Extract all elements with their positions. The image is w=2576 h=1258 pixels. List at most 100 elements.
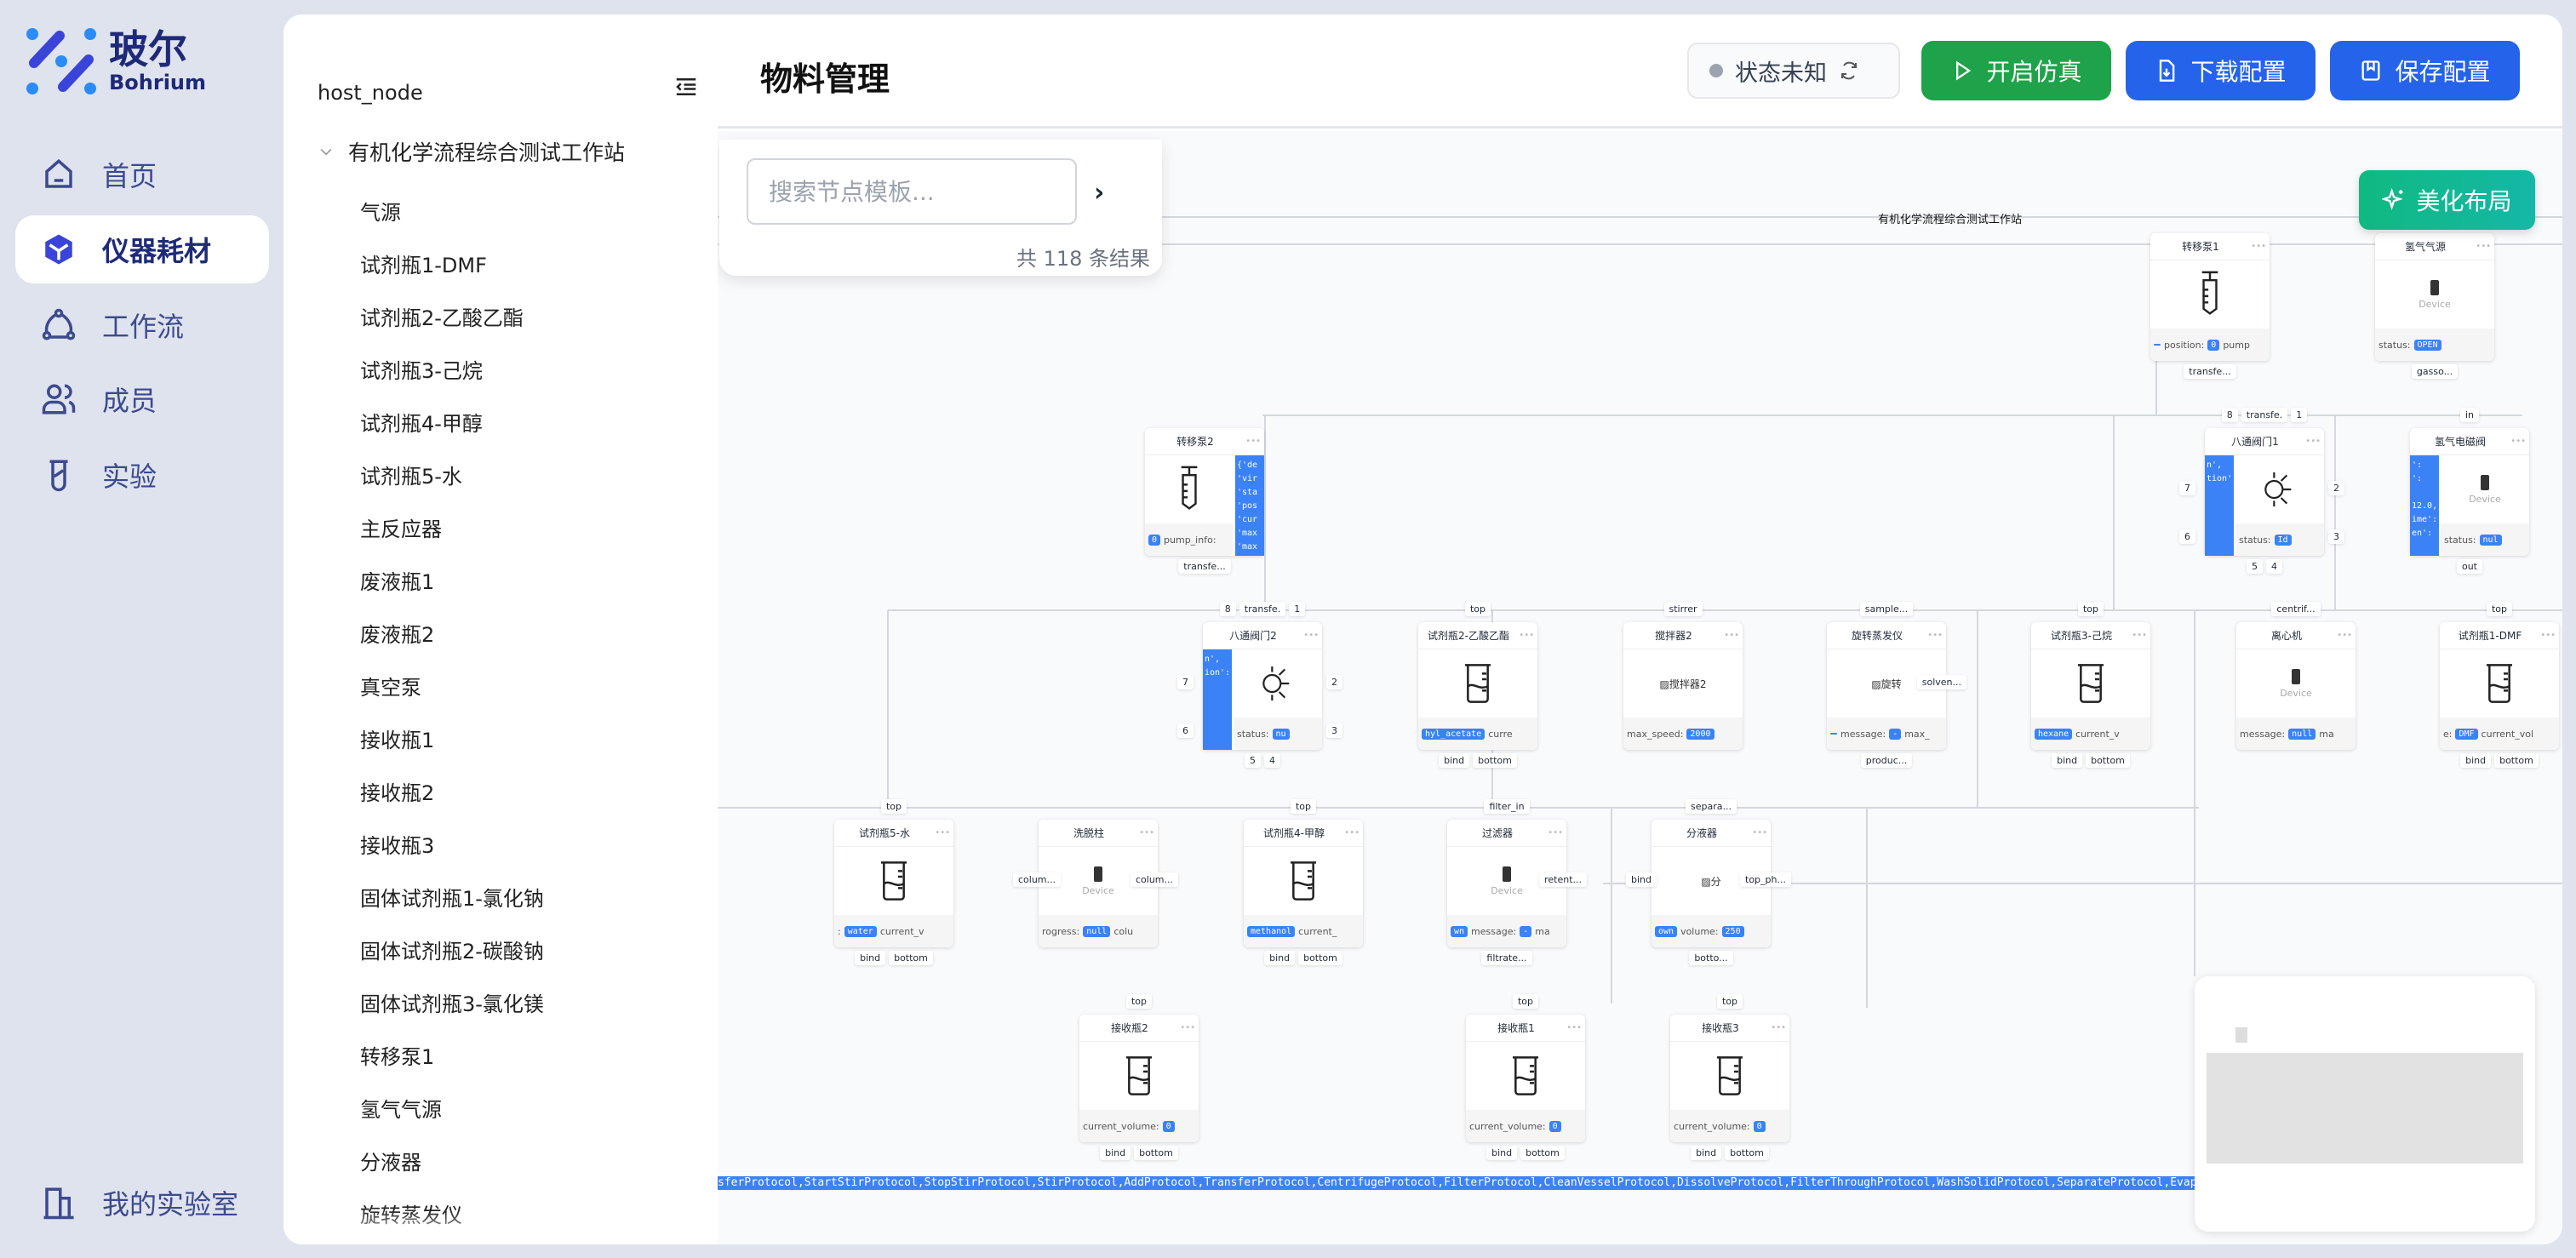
more-icon[interactable]: ••• (2305, 437, 2321, 446)
handle-label[interactable]: 3 (1326, 723, 1342, 738)
handle-label[interactable]: top (1290, 799, 1317, 814)
handle-label[interactable]: bind (2052, 753, 2083, 768)
device-node[interactable]: 试剂瓶5-水 •••: water current_v top bind bottom (834, 799, 953, 965)
device-node[interactable]: 试剂瓶2-乙酸乙酯 ••• hyl_acetate curre top bind botto… (1418, 602, 1537, 768)
handle-label[interactable]: top (1125, 994, 1153, 1009)
start-simulation-button[interactable]: 开启仿真 (1921, 41, 2111, 100)
handle-label[interactable]: colum... (1013, 872, 1062, 887)
handle-label[interactable]: centrif... (2271, 602, 2321, 616)
handle-label[interactable]: transfe. (2241, 408, 2288, 422)
tree-item[interactable]: 试剂瓶5-水 (360, 465, 462, 489)
minimap-viewport[interactable] (2207, 1053, 2523, 1164)
more-icon[interactable]: ••• (1519, 631, 1534, 640)
more-icon[interactable]: ••• (2476, 242, 2491, 251)
device-node[interactable]: 八通阀门2 ••• status: nu n', ion': 8 transfe. 1 5 4 7 6… (1177, 602, 1342, 768)
tree-item[interactable]: 气源 (360, 201, 401, 225)
handle-label[interactable]: 8 (2221, 408, 2238, 422)
device-node[interactable]: 转移泵1 ••• position: 0 pump transfe... (2150, 233, 2270, 379)
nav-item-workflow[interactable]: 工作流 (15, 291, 269, 359)
more-icon[interactable]: ••• (1548, 828, 1563, 838)
handle-label[interactable]: bind (1264, 951, 1296, 965)
device-node[interactable]: 过滤器 ••• Device wn message: - ma filter_in filtra… (1447, 799, 1587, 965)
handle-label[interactable]: solven... (1916, 675, 1966, 689)
device-node[interactable]: 接收瓶1 ••• current_volume: 0 top bind bottom (1466, 994, 1585, 1160)
nav-item-my-lab[interactable]: 我的实验室 (15, 1169, 269, 1237)
handle-label[interactable]: bottom (1134, 1146, 1178, 1160)
beautify-layout-button[interactable]: 美化布局 (2359, 170, 2535, 230)
device-node[interactable]: 接收瓶2 ••• current_volume: 0 top bind bottom (1079, 994, 1199, 1160)
more-icon[interactable]: ••• (1303, 631, 1319, 640)
handle-label[interactable]: transfe. (1239, 602, 1286, 616)
handle-label[interactable]: bind (855, 951, 886, 965)
handle-label[interactable]: top (1512, 994, 1539, 1009)
handle-label[interactable]: bottom (2086, 753, 2130, 768)
save-config-button[interactable]: 保存配置 (2330, 41, 2520, 100)
more-icon[interactable]: ••• (1180, 1023, 1195, 1032)
more-icon[interactable]: ••• (1927, 631, 1943, 640)
nav-item-instruments[interactable]: 仪器耗材 (15, 215, 269, 283)
handle-label[interactable]: in (2459, 408, 2480, 422)
device-node[interactable]: 八通阀门1•••status:Idn', tion':8transfe.1547… (2179, 408, 2344, 574)
tree-item[interactable]: 主反应器 (360, 517, 442, 541)
handle-label[interactable]: 6 (2179, 529, 2195, 544)
handle-label[interactable]: top (1464, 602, 1491, 616)
device-node[interactable]: 试剂瓶3-己烷 ••• hexane current_v top bind bottom (2031, 602, 2150, 768)
device-node[interactable]: 离心机 ••• Device message: null ma centrif... (2236, 602, 2356, 750)
handle-label[interactable]: 1 (2291, 408, 2308, 422)
device-node[interactable]: 氢气电磁阀 ••• Device status: nul ': ': 12.0, ime'… (2410, 408, 2529, 574)
more-icon[interactable]: ••• (1566, 1023, 1582, 1032)
chevron-right-icon[interactable]: › (1094, 178, 1105, 208)
status-indicator[interactable]: 状态未知 (1687, 43, 1900, 99)
device-node[interactable]: 旋转蒸发仪 ••• ▨旋转 message: - max_ sample... produc… (1827, 602, 1966, 768)
search-input[interactable] (747, 158, 1077, 225)
handle-label[interactable]: top_ph... (1740, 872, 1791, 887)
more-icon[interactable]: ••• (1344, 828, 1360, 838)
handle-label[interactable]: bottom (1298, 951, 1342, 965)
refresh-icon[interactable] (1839, 60, 1859, 81)
handle-label[interactable]: 1 (1289, 602, 1306, 616)
device-node[interactable]: 分液器 ••• ▨分 own volume: 250 separa... botto... bi… (1626, 799, 1791, 965)
tree-item[interactable]: 固体试剂瓶3-氯化镁 (360, 992, 544, 1016)
device-node[interactable]: 试剂瓶4-甲醇 ••• methanol current_ top bind bottom (1244, 799, 1363, 965)
more-icon[interactable]: ••• (935, 828, 950, 838)
device-node[interactable]: 试剂瓶1-DMF ••• e: DMF current_vol top bind bottom (2440, 602, 2559, 768)
handle-label[interactable]: bind (1486, 1146, 1518, 1160)
tree-item[interactable]: 固体试剂瓶1-氯化钠 (360, 887, 544, 911)
handle-label[interactable]: 2 (2328, 481, 2344, 495)
handle-label[interactable]: top (880, 799, 907, 814)
device-node[interactable]: 转移泵2 ••• 0 pump_info: {'de 'vir 'sta 'pos 'c… (1145, 428, 1264, 574)
handle-label[interactable]: separa... (1686, 799, 1737, 814)
more-icon[interactable]: ••• (2337, 631, 2352, 640)
more-icon[interactable]: ••• (1771, 1023, 1786, 1032)
handle-label[interactable]: botto... (1689, 951, 1733, 965)
handle-label[interactable]: 5 (1245, 753, 1261, 768)
flow-canvas[interactable]: 有机化学流程综合测试工作站 sferProtocol,StartStirProt… (718, 131, 2562, 1244)
more-icon[interactable]: ••• (2251, 242, 2266, 251)
tree-item[interactable]: 接收瓶1 (360, 729, 435, 752)
minimap[interactable] (2195, 976, 2535, 1232)
tree-item[interactable]: 废液瓶1 (360, 570, 435, 594)
more-icon[interactable]: ••• (2540, 631, 2556, 640)
handle-label[interactable]: sample... (1859, 602, 1914, 616)
device-node[interactable]: 接收瓶3 ••• current_volume: 0 top bind bottom (1670, 994, 1789, 1160)
handle-label[interactable]: 6 (1177, 723, 1194, 738)
handle-label[interactable]: 7 (1177, 675, 1194, 689)
more-icon[interactable]: ••• (2510, 437, 2526, 446)
tree-item[interactable]: 试剂瓶1-DMF (360, 254, 487, 277)
handle-label[interactable]: bind (1100, 1146, 1131, 1160)
nav-item-home[interactable]: 首页 (15, 140, 269, 209)
more-icon[interactable]: ••• (1752, 828, 1767, 838)
handle-label[interactable]: transfe... (1178, 559, 1231, 574)
handle-label[interactable]: bottom (889, 951, 933, 965)
handle-label[interactable]: 4 (2266, 559, 2282, 574)
handle-label[interactable]: top (2486, 602, 2513, 616)
tree-item[interactable]: 分液器 (360, 1151, 421, 1175)
handle-label[interactable]: produc... (1860, 753, 1913, 768)
handle-label[interactable]: 4 (1264, 753, 1280, 768)
tree-item[interactable]: 真空泵 (360, 676, 421, 700)
more-icon[interactable]: ••• (1245, 437, 1261, 446)
handle-label[interactable]: gasso... (2411, 364, 2459, 379)
handle-label[interactable]: bind (1439, 753, 1470, 768)
handle-label[interactable]: bottom (1725, 1146, 1769, 1160)
more-icon[interactable]: ••• (1139, 828, 1154, 838)
